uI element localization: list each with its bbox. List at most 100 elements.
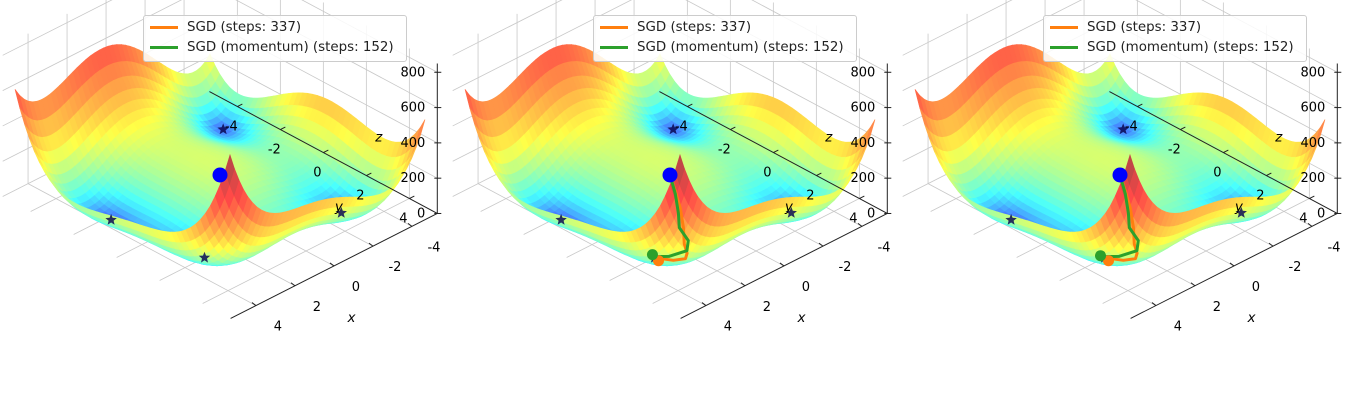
minimum-star-4: [105, 213, 117, 225]
grid-line: [902, 0, 1013, 56]
path-end-sgd-momentum: [646, 249, 658, 261]
x-tick: [329, 262, 335, 267]
x-tick: [290, 282, 296, 287]
grid-line: [452, 0, 633, 91]
plot-panel-3: 0 200 400 600 800 z -4 -2 0 2 4 y -4 -2 0 2 4 x SGD (step…: [900, 0, 1350, 410]
y-tick-label: 4: [849, 212, 857, 227]
minimum-star-1: [198, 251, 211, 263]
legend-label: SGD (steps: 337): [187, 19, 302, 35]
x-tick: [368, 242, 374, 247]
x-tick-label: 4: [724, 320, 732, 335]
x-tick: [740, 282, 746, 287]
x-tick: [857, 222, 863, 227]
grid-line: [2, 0, 183, 91]
z-tick-label: 800: [400, 65, 425, 80]
z-tick-label: 200: [850, 171, 875, 186]
minimum-star-4: [555, 213, 567, 225]
legend: SGD (steps: 337) SGD (momentum) (steps: …: [143, 15, 407, 62]
grid-line: [202, 198, 410, 304]
y-tick: [366, 172, 372, 176]
z-tick-label: 0: [417, 206, 425, 221]
legend-entry-sgd: SGD (steps: 337): [600, 18, 751, 36]
y-tick-label: -4: [225, 120, 238, 135]
plot-panel-2: 0 200 400 600 800 z -4 -2 0 2 4 y -4 -2 0 2 4 x SGD (step…: [450, 0, 900, 410]
legend-entry-sgd-momentum: SGD (momentum) (steps: 152): [600, 38, 844, 56]
x-tick: [407, 222, 413, 227]
x-tick-label: 2: [313, 300, 321, 315]
y-axis-line: [209, 91, 438, 214]
y-tick-label: -2: [718, 143, 731, 158]
y-axis-label: y: [334, 199, 344, 215]
z-tick-label: 800: [850, 65, 875, 80]
legend-swatch: [600, 25, 628, 29]
legend-label: SGD (momentum) (steps: 152): [637, 39, 844, 55]
y-tick-label: 0: [313, 166, 321, 181]
minimum-star-3: [217, 123, 229, 135]
y-tick: [859, 195, 865, 199]
legend-label: SGD (steps: 337): [637, 19, 752, 35]
y-axis-label: y: [784, 199, 794, 215]
x-tick-label: -2: [388, 260, 401, 275]
legend: SGD (steps: 337) SGD (momentum) (steps: …: [593, 15, 857, 62]
x-tick-label: 0: [802, 280, 810, 295]
y-tick: [237, 103, 243, 107]
z-axis-label: z: [374, 130, 383, 146]
y-tick: [687, 103, 693, 107]
surface: [914, 44, 1326, 267]
surface: [464, 44, 876, 267]
grid-line: [927, 183, 1157, 306]
x-axis-label: x: [346, 310, 356, 326]
surface: [14, 44, 426, 267]
y-tick: [773, 149, 779, 153]
legend-entry-sgd: SGD (steps: 337): [150, 18, 301, 36]
grid-line: [902, 0, 1083, 91]
minimum-star-3: [667, 123, 679, 135]
z-tick-label: 200: [400, 171, 425, 186]
z-tick-label: 400: [400, 136, 425, 151]
plot-panel-1: 0 200 400 600 800 z -4 -2 0 2 4 y -4 -2 0 2 4 x SGD (step…: [0, 0, 450, 410]
z-tick-label: 600: [400, 101, 425, 116]
start-point: [662, 167, 678, 183]
y-tick: [816, 172, 822, 176]
y-tick-label: 2: [806, 189, 814, 204]
x-tick: [701, 302, 707, 306]
x-tick-label: -4: [877, 240, 890, 255]
y-axis-line: [659, 91, 888, 214]
grid-line: [652, 198, 860, 304]
grid-line: [27, 183, 257, 306]
z-tick-label: 600: [850, 101, 875, 116]
x-tick: [251, 302, 257, 306]
grid-line: [452, 0, 563, 56]
z-axis-label: z: [824, 130, 833, 146]
minimum-star-2: [785, 206, 797, 218]
legend-entry-sgd-momentum: SGD (momentum) (steps: 152): [150, 38, 394, 56]
x-tick: [779, 262, 785, 267]
y-tick-label: 2: [356, 189, 364, 204]
grid-line: [477, 183, 707, 306]
y-tick-label: -2: [268, 143, 281, 158]
y-tick-label: -4: [675, 120, 688, 135]
legend-swatch: [150, 25, 178, 29]
x-tick-label: 0: [352, 280, 360, 295]
legend-swatch: [600, 45, 628, 49]
markers: [105, 123, 347, 263]
y-tick: [323, 149, 329, 153]
x-tick: [818, 242, 824, 247]
y-tick: [730, 126, 736, 130]
y-tick-label: 4: [399, 212, 407, 227]
legend-swatch: [150, 45, 178, 49]
y-tick: [280, 126, 286, 130]
y-tick: [409, 195, 415, 199]
grid-line: [2, 0, 113, 56]
minimum-star-2: [335, 206, 347, 218]
x-tick-label: 2: [763, 300, 771, 315]
legend-label: SGD (momentum) (steps: 152): [187, 39, 394, 55]
start-point: [212, 167, 228, 183]
x-tick-label: -2: [838, 260, 851, 275]
z-tick-label: 0: [867, 206, 875, 221]
